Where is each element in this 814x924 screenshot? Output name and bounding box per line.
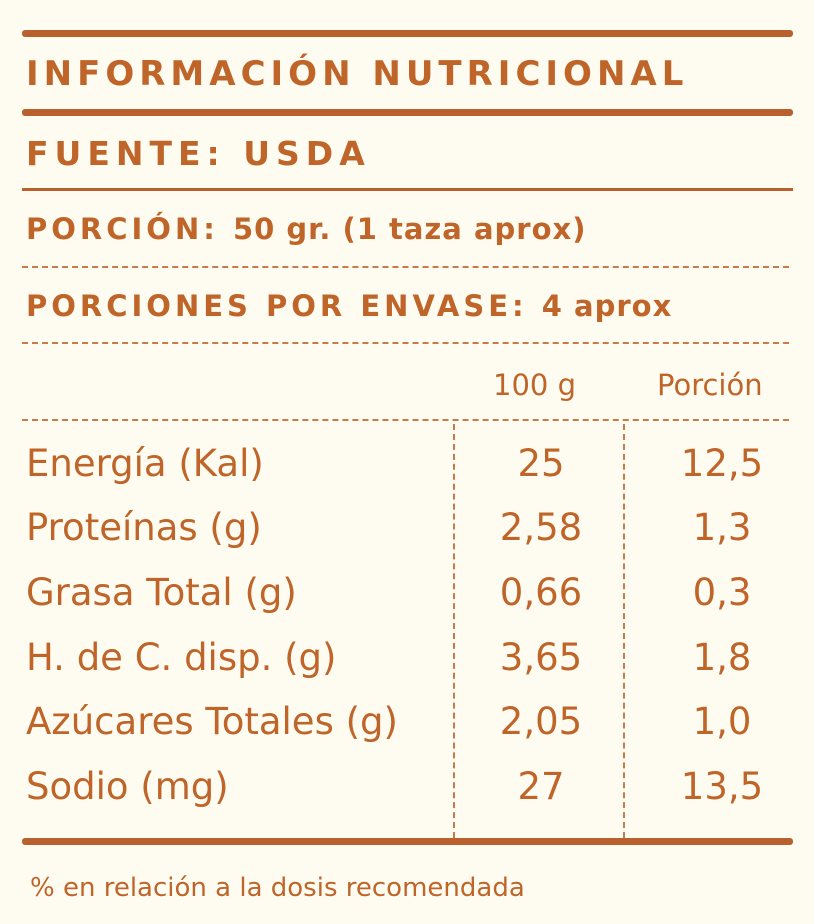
value-per-portion: 13,5 xyxy=(680,765,764,808)
nutrient-name: Azúcares Totales (g) xyxy=(26,700,398,743)
column-header-portion: Porción xyxy=(657,368,763,402)
servings-divider xyxy=(22,342,789,344)
nutrient-name: Grasa Total (g) xyxy=(26,571,297,614)
serving-divider xyxy=(22,266,789,268)
value-per-portion: 1,3 xyxy=(692,506,752,549)
value-per-100g: 25 xyxy=(517,442,565,485)
header-divider xyxy=(22,419,789,421)
top-rule xyxy=(22,30,793,37)
source-line: FUENTE: USDA xyxy=(26,134,371,173)
nutrient-name: Sodio (mg) xyxy=(26,765,229,808)
table-row: Energía (Kal) 25 12,5 xyxy=(0,442,814,506)
value-per-portion: 12,5 xyxy=(680,442,764,485)
label-title: INFORMACIÓN NUTRICIONAL xyxy=(26,54,689,94)
value-per-100g: 2,05 xyxy=(499,700,583,743)
nutrient-name: Proteínas (g) xyxy=(26,506,262,549)
nutrient-name: H. de C. disp. (g) xyxy=(26,636,337,679)
serving-value: 50 gr. (1 taza aprox) xyxy=(232,212,587,246)
serving-line: PORCIÓN: 50 gr. (1 taza aprox) xyxy=(26,212,586,246)
value-per-portion: 0,3 xyxy=(692,571,752,614)
source-rule xyxy=(22,188,793,191)
value-per-100g: 27 xyxy=(517,765,565,808)
value-per-100g: 0,66 xyxy=(499,571,583,614)
footnote: % en relación a la dosis recomendada xyxy=(30,873,525,903)
column-divider-1 xyxy=(453,424,455,838)
value-per-portion: 1,8 xyxy=(692,636,752,679)
column-header-100g: 100 g xyxy=(493,368,576,402)
servings-per-package-line: PORCIONES POR ENVASE: 4 aprox xyxy=(26,289,672,323)
value-per-100g: 2,58 xyxy=(499,506,583,549)
bottom-rule xyxy=(22,838,793,845)
servings-per-package-label: PORCIONES POR ENVASE: xyxy=(26,289,528,323)
table-row: H. de C. disp. (g) 3,65 1,8 xyxy=(0,636,814,700)
table-row: Sodio (mg) 27 13,5 xyxy=(0,765,814,829)
serving-label: PORCIÓN: xyxy=(26,212,219,246)
column-divider-2 xyxy=(623,424,625,838)
value-per-100g: 3,65 xyxy=(499,636,583,679)
value-per-portion: 1,0 xyxy=(692,700,752,743)
table-row: Grasa Total (g) 0,66 0,3 xyxy=(0,571,814,635)
table-row: Proteínas (g) 2,58 1,3 xyxy=(0,506,814,570)
title-rule xyxy=(22,109,793,116)
servings-per-package-value: 4 aprox xyxy=(541,289,673,323)
table-row: Azúcares Totales (g) 2,05 1,0 xyxy=(0,700,814,764)
nutrient-name: Energía (Kal) xyxy=(26,442,264,485)
